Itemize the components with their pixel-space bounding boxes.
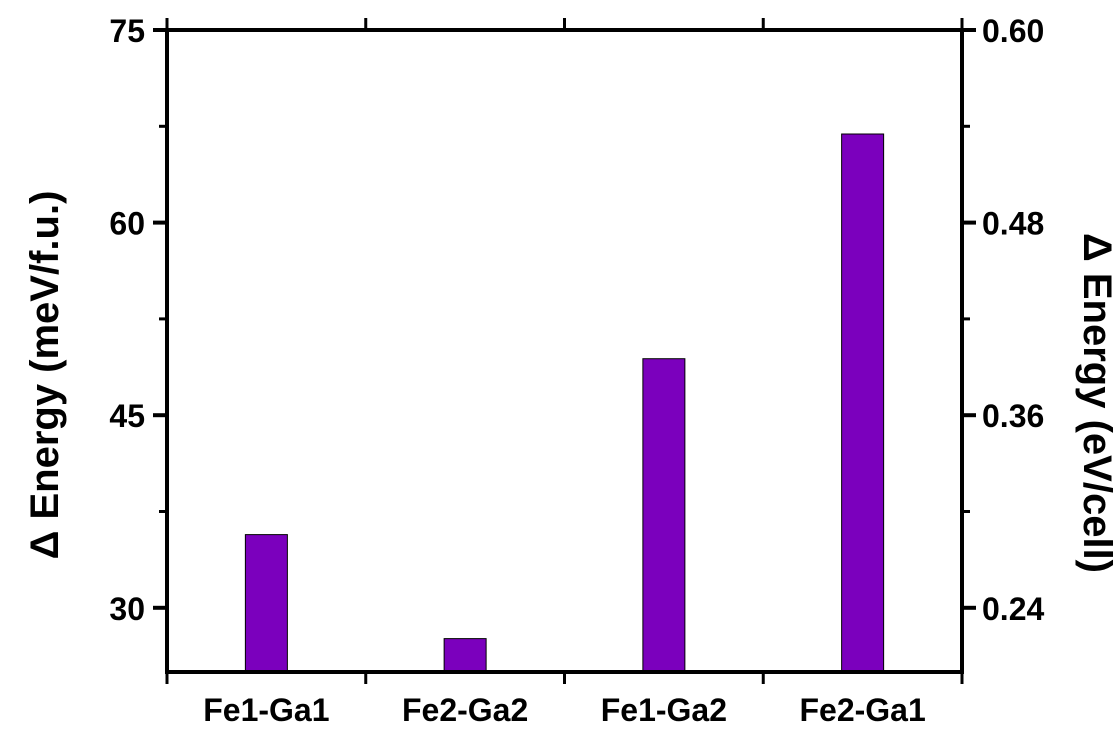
y-tick-label: 30 (109, 591, 145, 627)
x-tick-label: Fe2-Ga2 (402, 692, 528, 728)
y2-tick-label: 0.60 (982, 13, 1044, 49)
x-tick-label: Fe1-Ga1 (203, 692, 329, 728)
y2-tick-label: 0.36 (982, 398, 1044, 434)
x-tick-label: Fe2-Ga1 (799, 692, 925, 728)
bar-fe1-ga2 (642, 358, 686, 673)
y-axis-label: Δ Energy (meV/f.u.) (23, 191, 67, 560)
bars-group (244, 133, 885, 673)
y2-tick-label: 0.24 (982, 591, 1044, 627)
labels-group: Δ Energy (meV/f.u.) Δ Energy (eV/cell) (23, 191, 1119, 573)
y-tick-label: 45 (109, 398, 145, 434)
bar-fe2-ga2 (443, 638, 487, 673)
y2-tick-label: 0.48 (982, 206, 1044, 242)
x-tick-label: Fe1-Ga2 (601, 692, 727, 728)
y-tick-label: 75 (109, 13, 145, 49)
y-tick-label: 60 (109, 206, 145, 242)
axes-group: 30 45 60 75 0.24 0.36 0.48 0.60 Fe1-Ga1 Fe2-Ga2 Fe… (109, 13, 1044, 728)
bar-fe1-ga1 (244, 534, 288, 673)
bar-fe2-ga1 (841, 133, 885, 673)
y2-axis-label: Δ Energy (eV/cell) (1075, 233, 1119, 573)
